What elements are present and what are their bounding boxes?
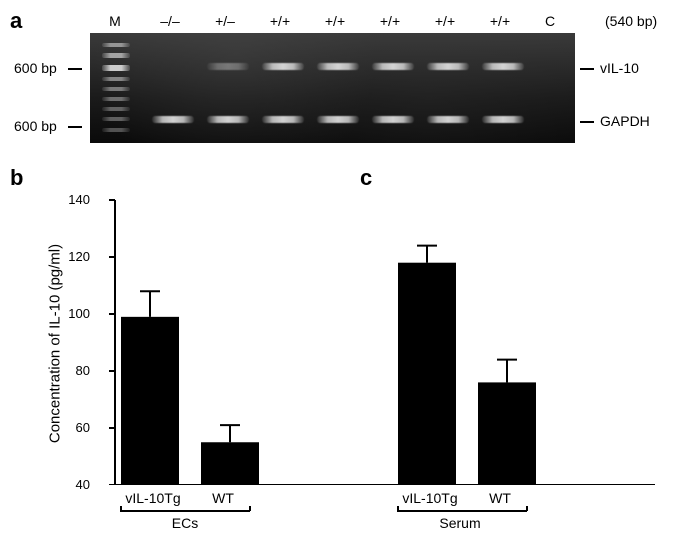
ladder-band <box>102 53 130 58</box>
left-marker-1: 600 bp <box>14 118 57 134</box>
ladder-band <box>102 43 130 47</box>
bar <box>201 442 259 485</box>
ladder-band <box>102 87 130 91</box>
ladder-band <box>102 128 130 132</box>
lane-label-3: +/+ <box>260 13 300 29</box>
y-tick-label: 100 <box>60 306 90 321</box>
y-tick-label: 140 <box>60 192 90 207</box>
bracket-c-l <box>397 506 399 511</box>
gel-band <box>152 116 194 123</box>
bracket-b <box>120 510 250 512</box>
gel-band <box>427 63 469 70</box>
bracket-b-r <box>249 506 251 511</box>
lane-label-1: –/– <box>150 13 190 29</box>
group-label-c: Serum <box>420 515 500 531</box>
x-label-c0: vIL-10Tg <box>395 490 465 506</box>
right-label-0: vIL-10 <box>600 60 639 76</box>
gel-band <box>372 116 414 123</box>
left-marker-dash-1 <box>68 126 82 128</box>
y-tick-label: 60 <box>60 420 90 435</box>
ladder-band <box>102 97 130 101</box>
bracket-b-l <box>120 506 122 511</box>
gel-band <box>262 63 304 70</box>
gel-band <box>317 116 359 123</box>
bar <box>478 382 536 485</box>
lane-label-c: C <box>535 13 565 29</box>
gel-band <box>427 116 469 123</box>
bar <box>398 263 456 485</box>
bar <box>121 317 179 485</box>
ladder-band <box>102 117 130 121</box>
left-marker-0: 600 bp <box>14 60 57 76</box>
y-tick-label: 80 <box>60 363 90 378</box>
right-label-1: GAPDH <box>600 113 650 129</box>
lane-label-6: +/+ <box>425 13 465 29</box>
ladder-band <box>102 77 130 81</box>
bracket-c <box>397 510 527 512</box>
gel-image <box>90 33 575 143</box>
y-tick-label: 40 <box>60 477 90 492</box>
lane-label-2: +/– <box>205 13 245 29</box>
panel-b-label: b <box>10 165 23 191</box>
panel-c-label: c <box>360 165 372 191</box>
lane-label-7: +/+ <box>480 13 520 29</box>
x-label-c1: WT <box>475 490 525 506</box>
y-tick-label: 120 <box>60 249 90 264</box>
gel-band <box>207 63 249 70</box>
gel-band <box>372 63 414 70</box>
left-marker-dash-0 <box>68 68 82 70</box>
x-label-b1: WT <box>198 490 248 506</box>
lane-label-m: M <box>100 13 130 29</box>
ladder-band <box>102 65 130 71</box>
panel-a-label: a <box>10 8 22 34</box>
group-label-b: ECs <box>150 515 220 531</box>
size-annotation: (540 bp) <box>605 13 657 29</box>
bar-chart <box>95 195 655 485</box>
gel-band <box>482 63 524 70</box>
right-label-dash-1 <box>580 121 594 123</box>
bracket-c-r <box>526 506 528 511</box>
right-label-dash-0 <box>580 68 594 70</box>
gel-band <box>207 116 249 123</box>
gel-band <box>482 116 524 123</box>
lane-label-5: +/+ <box>370 13 410 29</box>
gel-band <box>317 63 359 70</box>
lane-label-4: +/+ <box>315 13 355 29</box>
x-label-b0: vIL-10Tg <box>118 490 188 506</box>
gel-band <box>262 116 304 123</box>
ladder-band <box>102 107 130 111</box>
